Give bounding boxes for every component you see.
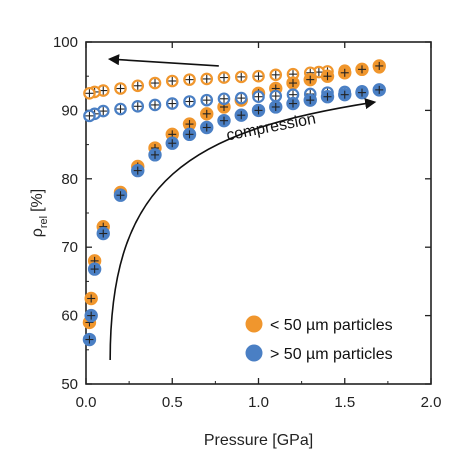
data-point-compression bbox=[355, 85, 369, 100]
data-point-decompression bbox=[183, 73, 196, 86]
data-point-decompression bbox=[83, 87, 96, 100]
compression-arrow bbox=[109, 98, 377, 361]
data-point-decompression bbox=[269, 89, 283, 103]
data-point-decompression bbox=[252, 69, 265, 83]
x-axis-title: Pressure [GPa] bbox=[204, 432, 313, 449]
y-tick-label: 70 bbox=[61, 239, 78, 256]
data-point-compression bbox=[234, 108, 248, 122]
data-point-compression bbox=[303, 93, 317, 107]
data-point-decompression bbox=[148, 76, 162, 90]
data-point-compression bbox=[200, 120, 214, 135]
data-point-compression bbox=[87, 262, 102, 276]
data-point-compression bbox=[338, 87, 352, 102]
data-point-compression bbox=[355, 62, 369, 77]
data-point-decompression bbox=[200, 93, 214, 107]
data-point-compression bbox=[372, 83, 386, 97]
data-point-compression bbox=[82, 332, 97, 347]
x-tick-label: 0.5 bbox=[162, 394, 183, 411]
data-point-compression bbox=[131, 163, 145, 178]
data-point-decompression bbox=[148, 98, 162, 112]
data-point-compression bbox=[84, 308, 98, 323]
y-axis-title-unit: [%] bbox=[29, 189, 46, 212]
x-tick-label: 1.5 bbox=[334, 394, 355, 411]
data-point-compression bbox=[303, 72, 317, 87]
x-tick-label: 2.0 bbox=[421, 394, 442, 411]
data-point-compression bbox=[148, 148, 162, 162]
data-point-compression bbox=[217, 113, 231, 128]
legend-swatch bbox=[245, 315, 263, 333]
x-tick-label: 1.0 bbox=[248, 394, 269, 411]
data-point-compression bbox=[286, 96, 300, 111]
y-tick-label: 80 bbox=[61, 171, 78, 188]
y-tick-label: 100 bbox=[53, 34, 78, 51]
x-tick-label: 0.0 bbox=[76, 394, 97, 411]
data-point-compression bbox=[96, 226, 110, 241]
data-point-compression bbox=[200, 107, 214, 121]
data-point-decompression bbox=[131, 99, 145, 113]
data-point-decompression bbox=[217, 92, 231, 106]
data-point-compression bbox=[251, 103, 266, 118]
data-point-decompression bbox=[165, 74, 179, 88]
data-point-decompression bbox=[252, 90, 265, 104]
data-point-decompression bbox=[114, 102, 127, 116]
data-point-decompression bbox=[131, 79, 145, 93]
y-axis-title: ρrel [%] bbox=[29, 189, 50, 237]
data-point-decompression bbox=[165, 97, 179, 110]
data-point-decompression bbox=[269, 68, 283, 82]
axis-ticks: 0.0 0.5 1.0 1.5 2.0 50 60 70 80 90 100 Pressure [GP… bbox=[29, 34, 441, 449]
legend-label: < 50 µm particles bbox=[270, 317, 393, 334]
y-tick-label: 50 bbox=[61, 376, 78, 393]
decompression-arrow bbox=[107, 54, 219, 67]
data-point-decompression bbox=[83, 109, 96, 123]
data-point-decompression bbox=[217, 71, 231, 84]
legend-label: > 50 µm particles bbox=[270, 346, 393, 363]
data-point-decompression bbox=[200, 72, 214, 86]
data-point-compression bbox=[320, 90, 335, 104]
data-point-compression bbox=[320, 69, 335, 83]
legend-item: > 50 µm particles bbox=[245, 344, 393, 363]
legend: < 50 µm particles > 50 µm particles bbox=[245, 315, 393, 363]
data-point-decompression bbox=[114, 82, 127, 95]
y-tick-label: 90 bbox=[61, 102, 78, 119]
legend-swatch bbox=[245, 344, 263, 362]
data-point-compression bbox=[269, 100, 283, 114]
data-point-decompression bbox=[234, 70, 248, 84]
data-point-decompression bbox=[183, 95, 196, 108]
y-axis-title-subscript: rel bbox=[38, 216, 50, 228]
y-axis-title-symbol: ρ bbox=[29, 228, 46, 237]
data-point-decompression bbox=[234, 91, 248, 105]
legend-item: < 50 µm particles bbox=[245, 315, 393, 334]
data-point-compression bbox=[84, 291, 98, 306]
data-point-compression bbox=[113, 188, 128, 202]
data-point-compression bbox=[182, 127, 197, 142]
data-point-compression bbox=[286, 76, 300, 90]
data-point-compression bbox=[338, 66, 352, 80]
data-point-compression bbox=[165, 136, 179, 150]
y-tick-label: 60 bbox=[61, 308, 78, 325]
data-markers bbox=[82, 59, 386, 347]
data-point-compression bbox=[372, 59, 386, 73]
